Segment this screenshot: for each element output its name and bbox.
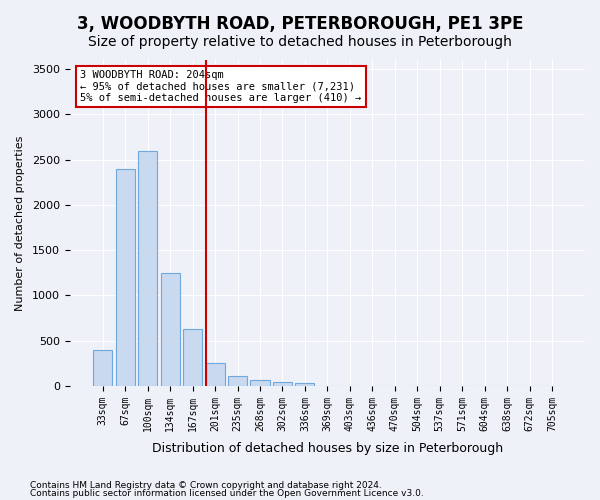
Bar <box>273 382 292 386</box>
Bar <box>138 150 157 386</box>
Bar <box>250 380 269 386</box>
X-axis label: Distribution of detached houses by size in Peterborough: Distribution of detached houses by size … <box>152 442 503 455</box>
Bar <box>93 350 112 386</box>
Text: Contains public sector information licensed under the Open Government Licence v3: Contains public sector information licen… <box>30 488 424 498</box>
Bar <box>161 273 179 386</box>
Y-axis label: Number of detached properties: Number of detached properties <box>15 136 25 310</box>
Bar <box>116 168 135 386</box>
Bar <box>206 364 224 386</box>
Bar <box>228 376 247 386</box>
Text: Size of property relative to detached houses in Peterborough: Size of property relative to detached ho… <box>88 35 512 49</box>
Text: Contains HM Land Registry data © Crown copyright and database right 2024.: Contains HM Land Registry data © Crown c… <box>30 481 382 490</box>
Text: 3 WOODBYTH ROAD: 204sqm
← 95% of detached houses are smaller (7,231)
5% of semi-: 3 WOODBYTH ROAD: 204sqm ← 95% of detache… <box>80 70 361 103</box>
Bar <box>295 383 314 386</box>
Bar <box>183 329 202 386</box>
Text: 3, WOODBYTH ROAD, PETERBOROUGH, PE1 3PE: 3, WOODBYTH ROAD, PETERBOROUGH, PE1 3PE <box>77 15 523 33</box>
